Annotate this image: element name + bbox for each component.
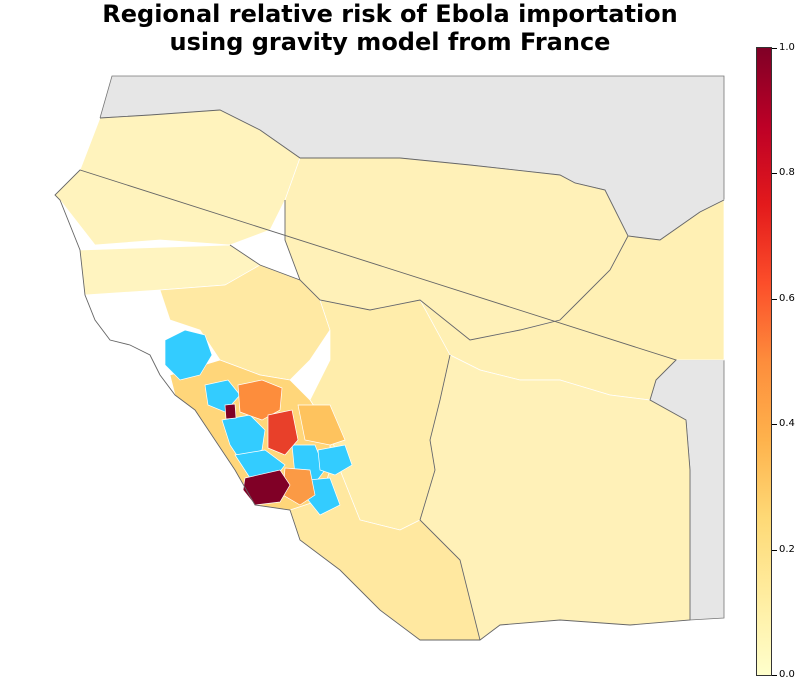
risk-regions — [224, 379, 346, 506]
border-outline — [54, 109, 725, 641]
risk-region-orange-north — [237, 379, 283, 421]
map-canvas — [54, 75, 725, 641]
colorbar — [756, 47, 772, 676]
map-title: Regional relative risk of Ebola importat… — [0, 0, 780, 56]
border-mali-south — [284, 200, 629, 341]
risk-region-red — [267, 409, 299, 456]
colorbar-tick — [772, 424, 777, 425]
risk-region-dark-red-small — [224, 403, 237, 420]
colorbar-tick — [772, 675, 777, 676]
affected-region-6 — [317, 444, 353, 476]
colorbar-label: 0.6 — [779, 293, 795, 304]
title-line-2: using gravity model from France — [169, 28, 611, 56]
border-ghana-west — [419, 354, 481, 641]
colorbar-label: 0.0 — [779, 669, 795, 680]
colorbar-label: 1.0 — [779, 42, 795, 53]
colorbar-label: 0.4 — [779, 418, 795, 429]
country-borders — [54, 109, 725, 641]
colorbar-tick — [772, 550, 777, 551]
risk-region-dark-red-large — [242, 469, 291, 506]
border-guinea — [229, 244, 301, 281]
title-line-1: Regional relative risk of Ebola importat… — [102, 0, 678, 28]
colorbar-tick — [772, 48, 777, 49]
colorbar-label: 0.8 — [779, 167, 795, 178]
risk-region-light-orange — [297, 404, 346, 446]
colorbar-label: 0.2 — [779, 544, 795, 555]
colorbar-tick — [772, 173, 777, 174]
affected-region-2 — [204, 379, 241, 413]
affected-region-1 — [164, 329, 213, 381]
colorbar-tick — [772, 299, 777, 300]
